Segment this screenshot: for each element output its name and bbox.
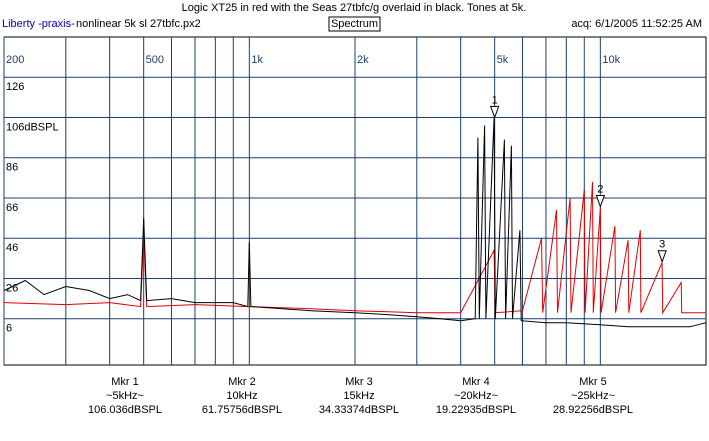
y-tick-label: 46: [6, 242, 18, 254]
x-tick-label: 2k: [357, 54, 369, 66]
x-tick-label: 200: [6, 54, 24, 66]
marker-tag: 3: [659, 239, 665, 251]
file-name: nonlinear 5k sl 27tbfc.px2: [76, 18, 201, 30]
marker-triangle: [595, 195, 606, 208]
marker-name: Mkr 1: [111, 376, 139, 388]
marker-freq: ~25kHz~: [571, 390, 615, 402]
marker-level: 34.33374dBSPL: [319, 404, 399, 416]
marker-triangle: [489, 105, 500, 119]
marker-tag: 2: [597, 183, 603, 195]
x-tick-label: 10k: [602, 54, 620, 66]
marker-level: 106.036dBSPL: [88, 404, 162, 416]
marker-freq: 15kHz: [343, 390, 374, 402]
marker-name: Mkr 3: [345, 376, 373, 388]
x-tick-label: 5k: [497, 54, 509, 66]
marker-triangle: [657, 250, 667, 264]
acquired: acq: 6/1/2005 11:52:25 AM: [571, 18, 702, 30]
marker-level: 61.75756dBSPL: [202, 404, 282, 416]
marker-name: Mkr 4: [462, 376, 490, 388]
chart-title: Logic XT25 in red with the Seas 27tbfc/g…: [182, 2, 527, 14]
marker-freq: ~20kHz~: [454, 390, 498, 402]
y-tick-label: 86: [6, 162, 18, 174]
y-tick-label: 6: [6, 323, 12, 335]
marker-tag: 1: [492, 94, 498, 106]
view-box: [328, 16, 381, 32]
marker-level: 19.22935dBSPL: [436, 404, 516, 416]
marker-freq: ~5kHz~: [106, 390, 144, 402]
marker-name: Mkr 5: [579, 376, 607, 388]
y-tick-label: 126: [6, 81, 24, 93]
spectrum-trace: [3, 181, 706, 315]
spectrum-trace: [3, 117, 707, 328]
marker-level: 28.92256dBSPL: [553, 404, 633, 416]
y-tick-label: 106dBSPL: [6, 121, 59, 133]
app-name: Liberty -praxis-: [2, 18, 75, 30]
x-tick-label: 500: [146, 54, 164, 66]
x-tick-label: 1k: [251, 54, 263, 66]
view-label: Spectrum: [331, 18, 378, 30]
y-tick-label: 66: [6, 202, 18, 214]
marker-name: Mkr 2: [228, 376, 256, 388]
marker-freq: 10kHz: [226, 390, 257, 402]
